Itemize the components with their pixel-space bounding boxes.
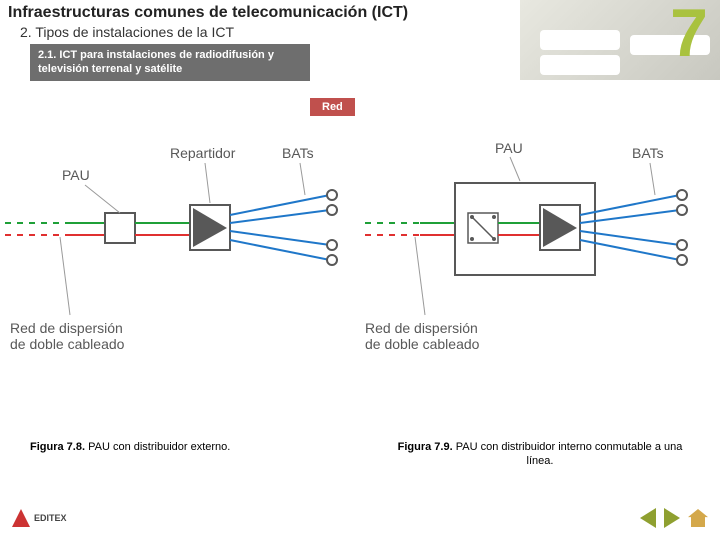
label-pau: PAU [62,167,90,183]
logo-icon [12,509,30,527]
label-repartidor: Repartidor [170,145,235,161]
caption-right: Figura 7.9. PAU con distribuidor interno… [360,440,720,469]
label-red-left: Red de dispersión de doble cableado [10,320,124,352]
nav-prev-button[interactable] [640,508,656,528]
label-red-right: Red de dispersión de doble cableado [365,320,479,352]
captions: Figura 7.8. PAU con distribuidor externo… [0,440,720,469]
nav-home-button[interactable] [688,509,708,527]
diagram-right: PAU BATs Red de dispersión de doble cabl… [360,145,720,405]
logo-text: EDITEX [34,513,67,523]
nav-next-button[interactable] [664,508,680,528]
diagram-area: PAU Repartidor BATs Red de dispersión de… [0,145,720,405]
label-bats-r: BATs [632,145,664,161]
caption-left: Figura 7.8. PAU con distribuidor externo… [0,440,360,469]
diagram-left-svg [0,145,360,405]
diagram-left: PAU Repartidor BATs Red de dispersión de… [0,145,360,405]
section-box: 2.1. ICT para instalaciones de radiodifu… [30,44,310,81]
publisher-logo: EDITEX [12,509,67,527]
label-pau-r: PAU [495,140,523,156]
red-badge: Red [310,98,355,116]
chapter-number: 7 [670,0,708,72]
diagram-right-svg [360,145,720,405]
nav-controls [640,508,708,528]
label-bats: BATs [282,145,314,161]
